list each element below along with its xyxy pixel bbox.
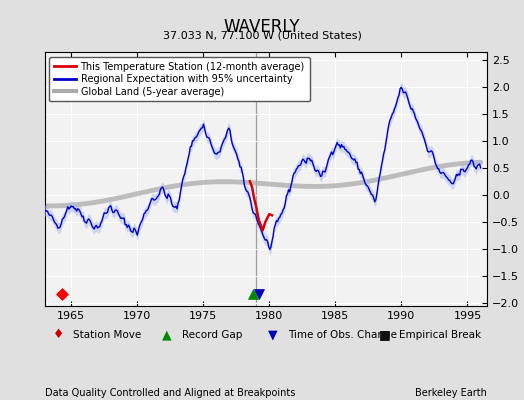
Text: Time of Obs. Change: Time of Obs. Change bbox=[288, 330, 397, 340]
Text: ▼: ▼ bbox=[268, 328, 278, 342]
Text: ■: ■ bbox=[379, 328, 390, 342]
Text: Empirical Break: Empirical Break bbox=[399, 330, 481, 340]
Text: WAVERLY: WAVERLY bbox=[224, 18, 300, 36]
Text: Record Gap: Record Gap bbox=[182, 330, 242, 340]
Legend: This Temperature Station (12-month average), Regional Expectation with 95% uncer: This Temperature Station (12-month avera… bbox=[49, 57, 310, 102]
Text: Data Quality Controlled and Aligned at Breakpoints: Data Quality Controlled and Aligned at B… bbox=[45, 388, 295, 398]
Text: Berkeley Earth: Berkeley Earth bbox=[416, 388, 487, 398]
Text: Station Move: Station Move bbox=[73, 330, 141, 340]
Text: ▲: ▲ bbox=[162, 328, 171, 342]
Text: ♦: ♦ bbox=[53, 328, 64, 342]
Text: 37.033 N, 77.100 W (United States): 37.033 N, 77.100 W (United States) bbox=[162, 30, 362, 40]
